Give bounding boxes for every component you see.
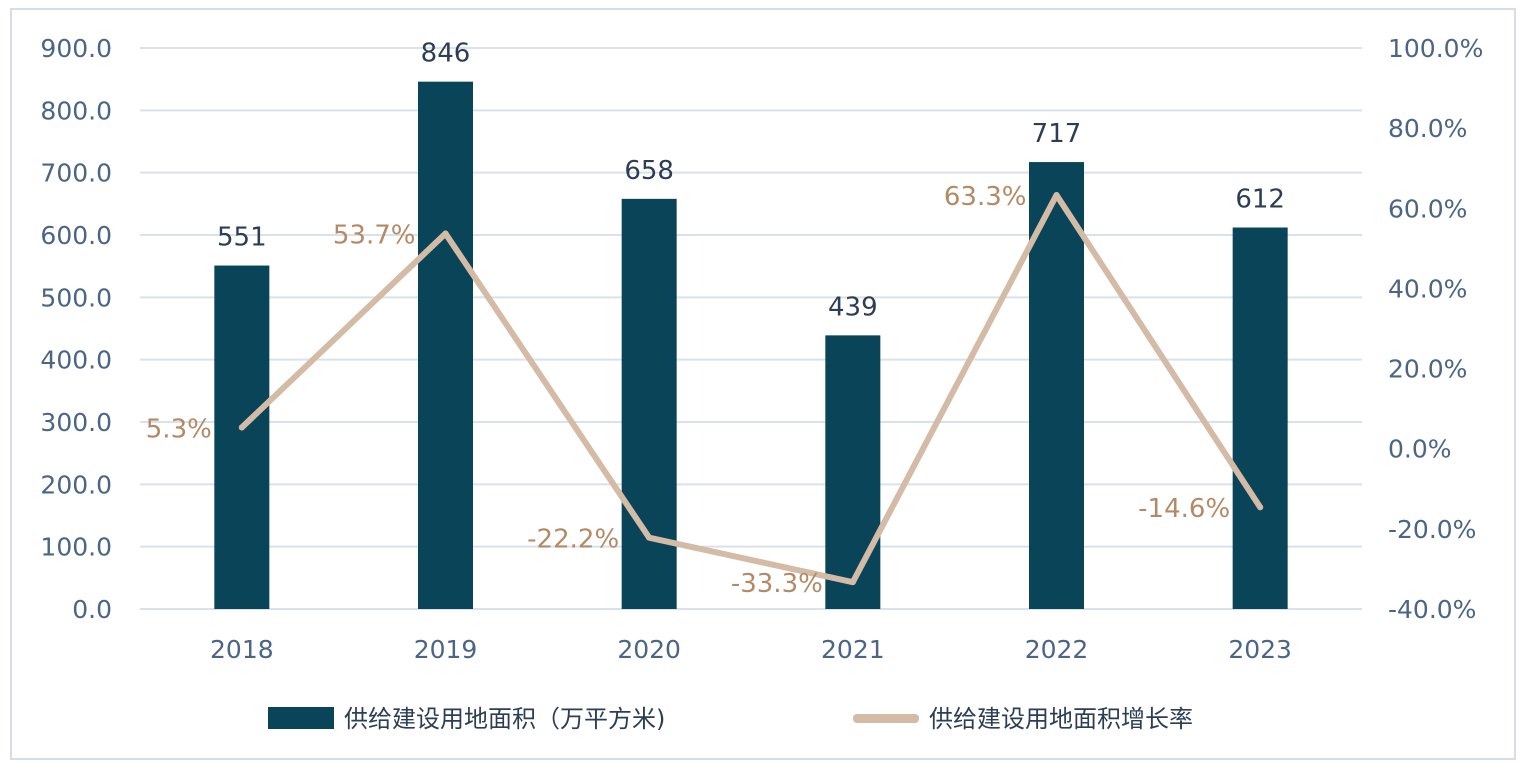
line-value-label: -14.6% [1138,494,1230,524]
right-tick-label: 20.0% [1388,355,1467,384]
line-value-label: -33.3% [731,569,823,599]
line-point-2021 [849,579,856,586]
bar-value-label: 717 [1032,119,1082,149]
x-tick-label: 2018 [210,635,274,664]
bar-value-label: 439 [828,292,878,322]
line-series [238,192,1264,586]
bar-value-label: 612 [1235,185,1285,215]
right-tick-label: 100.0% [1388,34,1483,63]
x-tick-label: 2023 [1228,635,1292,664]
bar-series [214,81,1288,609]
left-tick-label: 800.0 [40,96,112,125]
bar-2018 [214,265,270,609]
right-tick-label: 0.0% [1388,435,1452,464]
left-tick-label: 900.0 [40,34,112,63]
left-tick-label: 300.0 [40,408,112,437]
right-tick-label: 80.0% [1388,114,1467,143]
left-tick-label: 600.0 [40,221,112,250]
bar-value-label: 551 [217,223,267,253]
bar-2021 [825,335,881,609]
line-point-2022 [1053,192,1060,199]
left-tick-label: 500.0 [40,283,112,312]
left-tick-label: 200.0 [40,470,112,499]
bar-value-label: 846 [421,39,471,69]
left-tick-label: 400.0 [40,346,112,375]
right-tick-label: 60.0% [1388,194,1467,223]
right-tick-label: -40.0% [1388,595,1476,624]
line-value-label: 53.7% [333,221,416,251]
bar-2020 [621,198,677,609]
left-tick-label: 0.0 [72,595,112,624]
line-data-labels: 5.3% 53.7% -22.2% -33.3% 63.3% -14.6% [146,182,1230,599]
line-point-2023 [1257,504,1264,511]
bar-2023 [1232,227,1288,609]
line-point-2018 [238,424,245,431]
legend: 供给建设用地面积（万平方米) 供给建设用地面积增长率 [268,705,1193,733]
legend-bar-swatch [268,707,334,729]
bar-data-labels: 551 846 658 439 717 612 [217,39,1285,323]
right-tick-label: -20.0% [1388,515,1476,544]
right-axis-ticks: -40.0% -20.0% 0.0% 20.0% 40.0% 60.0% 80.0% 100.… [1388,34,1483,624]
x-tick-label: 2020 [617,635,681,664]
line-value-label: 5.3% [146,414,212,444]
left-tick-label: 100.0 [40,533,112,562]
bar-2022 [1029,162,1084,609]
x-tick-label: 2019 [414,635,478,664]
left-axis-ticks: 0.0 100.0 200.0 300.0 400.0 500.0 600.0 700.0 80… [40,34,112,624]
x-tick-label: 2022 [1025,635,1089,664]
legend-bar-label: 供给建设用地面积（万平方米) [344,705,665,733]
line-value-label: -22.2% [527,525,619,555]
bar-2019 [418,81,473,609]
x-tick-label: 2021 [821,635,885,664]
line-point-2019 [442,230,449,237]
growth-line [238,192,1264,586]
line-point-2020 [646,534,653,541]
gridlines [140,47,1362,610]
left-tick-label: 700.0 [40,159,112,188]
x-axis-ticks: 2018 2019 2020 2021 2022 2023 [210,635,1292,664]
legend-line-label: 供给建设用地面积增长率 [929,705,1193,733]
right-tick-label: 40.0% [1388,274,1467,303]
bar-value-label: 658 [624,156,674,186]
legend-line-swatch [853,714,919,723]
line-value-label: 63.3% [944,182,1027,212]
